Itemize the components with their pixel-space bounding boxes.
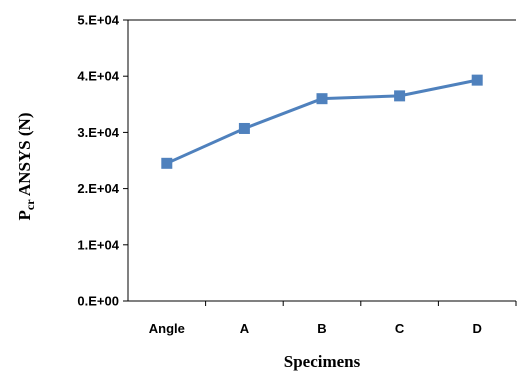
series-group: [161, 74, 483, 169]
y-tick-label: 4.E+04: [77, 69, 119, 84]
x-tick-label: A: [240, 321, 250, 336]
x-axis-ticks: Angle A B C D: [149, 301, 517, 336]
data-point-marker: [471, 74, 483, 86]
series-line: [166, 78, 478, 165]
y-tick-label: 3.E+04: [77, 125, 119, 140]
y-tick-label: 5.E+04: [77, 13, 119, 28]
data-point-marker: [238, 122, 250, 134]
y-tick-label: 2.E+04: [77, 181, 119, 196]
x-tick-label: C: [395, 321, 405, 336]
x-tick-label: B: [317, 321, 326, 336]
y-axis-title-prefix: P: [15, 210, 34, 220]
y-axis-title-suffix: ANSYS (N): [15, 113, 34, 200]
y-axis-ticks: 0.E+00 1.E+04 2.E+04 3.E+04 4.E+04 5.E+04: [77, 13, 128, 309]
y-axis-title: Pcr ANSYS (N): [15, 113, 37, 221]
data-point-marker: [161, 157, 173, 169]
y-axis-title-subscript: cr: [23, 199, 37, 210]
x-axis-title: Specimens: [284, 352, 361, 371]
x-tick-label: Angle: [149, 321, 185, 336]
data-point-marker: [316, 93, 328, 105]
y-tick-label: 0.E+00: [77, 294, 119, 309]
x-tick-label: D: [473, 321, 482, 336]
data-point-marker: [394, 90, 406, 102]
y-tick-label: 1.E+04: [77, 237, 119, 252]
